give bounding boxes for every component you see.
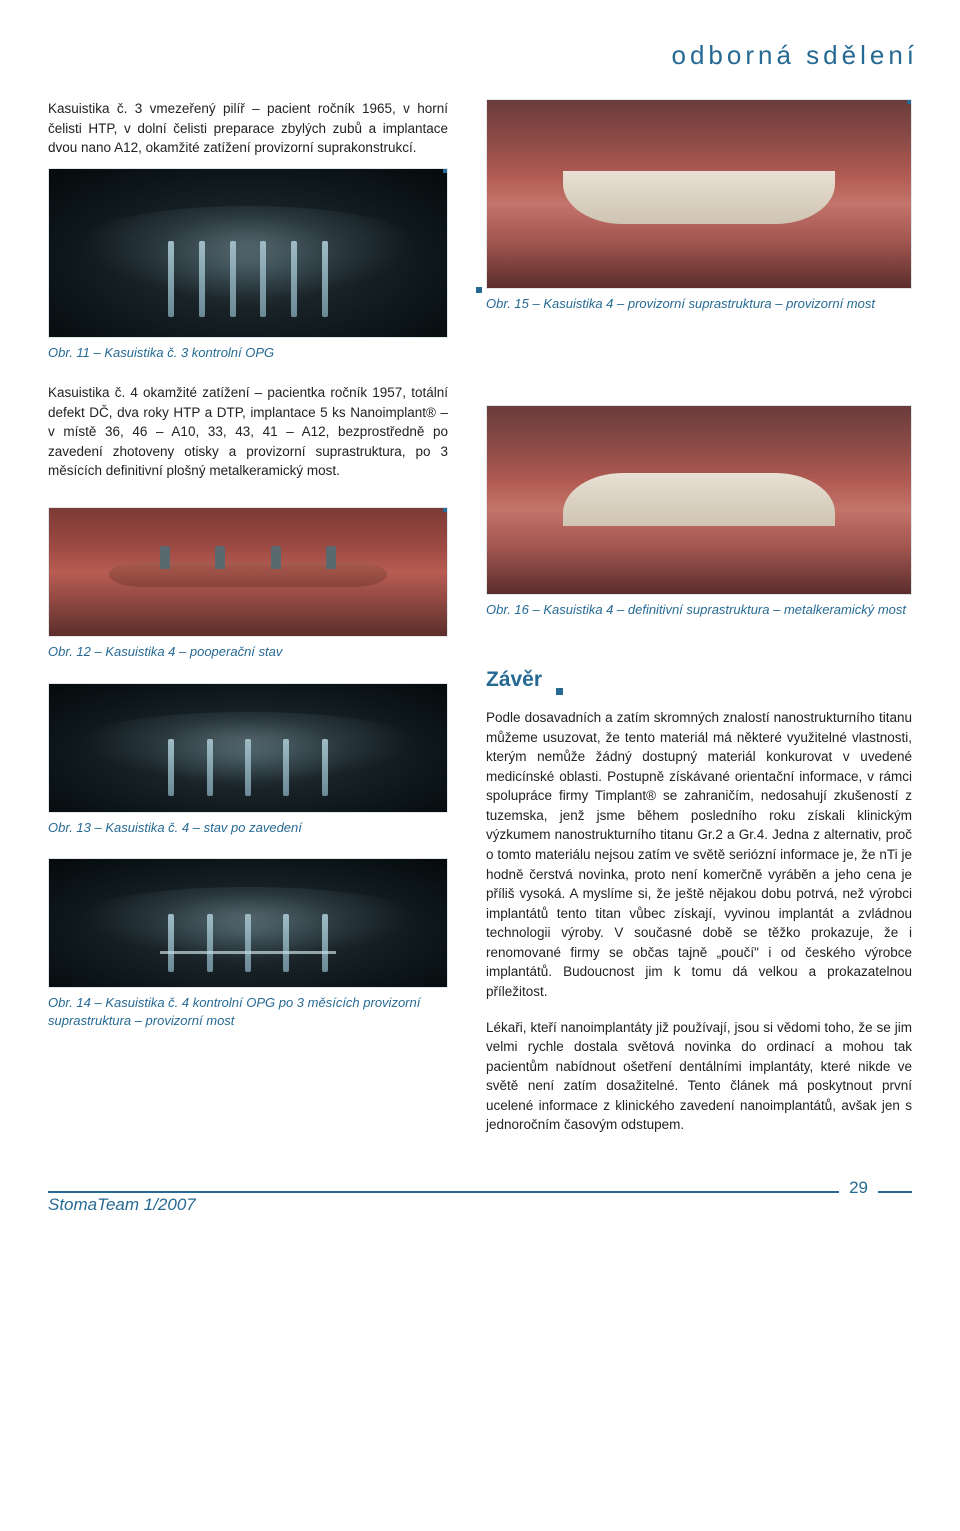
page-number: 29 [839, 1178, 878, 1198]
figure-13-image [48, 683, 448, 813]
figure-12-image [48, 507, 448, 637]
figure-11-image [48, 168, 448, 338]
case3-paragraph: Kasuistika č. 3 vmezeřený pilíř – pacien… [48, 99, 448, 158]
figure-16-caption: Obr. 16 – Kasuistika 4 – definitivní sup… [486, 601, 912, 619]
page-footer: 29 StomaTeam 1/2007 [48, 1175, 912, 1211]
conclusion-paragraph-2: Lékaři, kteří nanoimplantáty již používa… [486, 1018, 912, 1135]
figure-14: Obr. 14 – Kasuistika č. 4 kontrolní OPG … [48, 858, 448, 1029]
figure-15-caption: Obr. 15 – Kasuistika 4 – provizorní supr… [486, 295, 912, 313]
case4-paragraph: Kasuistika č. 4 okamžité zatížení – paci… [48, 383, 448, 481]
conclusion-paragraph-1: Podle dosavadních a zatím skromných znal… [486, 708, 912, 1001]
figure-13-caption: Obr. 13 – Kasuistika č. 4 – stav po zave… [48, 819, 448, 837]
figure-15: Obr. 15 – Kasuistika 4 – provizorní supr… [486, 99, 912, 313]
footer-rule [48, 1191, 912, 1193]
figure-12: Obr. 12 – Kasuistika 4 – pooperační stav [48, 507, 448, 661]
journal-issue: StomaTeam 1/2007 [48, 1195, 196, 1215]
section-header: odborná sdělení [48, 40, 918, 71]
figure-15-image [486, 99, 912, 289]
figure-11-caption: Obr. 11 – Kasuistika č. 3 kontrolní OPG [48, 344, 448, 362]
figure-11: Obr. 11 – Kasuistika č. 3 kontrolní OPG [48, 168, 448, 362]
figure-13: Obr. 13 – Kasuistika č. 4 – stav po zave… [48, 683, 448, 837]
conclusion-heading: Závěr [486, 668, 560, 692]
figure-16: Obr. 16 – Kasuistika 4 – definitivní sup… [486, 405, 912, 619]
left-column: Kasuistika č. 3 vmezeřený pilíř – pacien… [48, 99, 448, 1135]
right-column: Obr. 15 – Kasuistika 4 – provizorní supr… [486, 99, 912, 1135]
figure-14-caption: Obr. 14 – Kasuistika č. 4 kontrolní OPG … [48, 994, 448, 1029]
figure-14-image [48, 858, 448, 988]
figure-12-caption: Obr. 12 – Kasuistika 4 – pooperační stav [48, 643, 448, 661]
figure-16-image [486, 405, 912, 595]
